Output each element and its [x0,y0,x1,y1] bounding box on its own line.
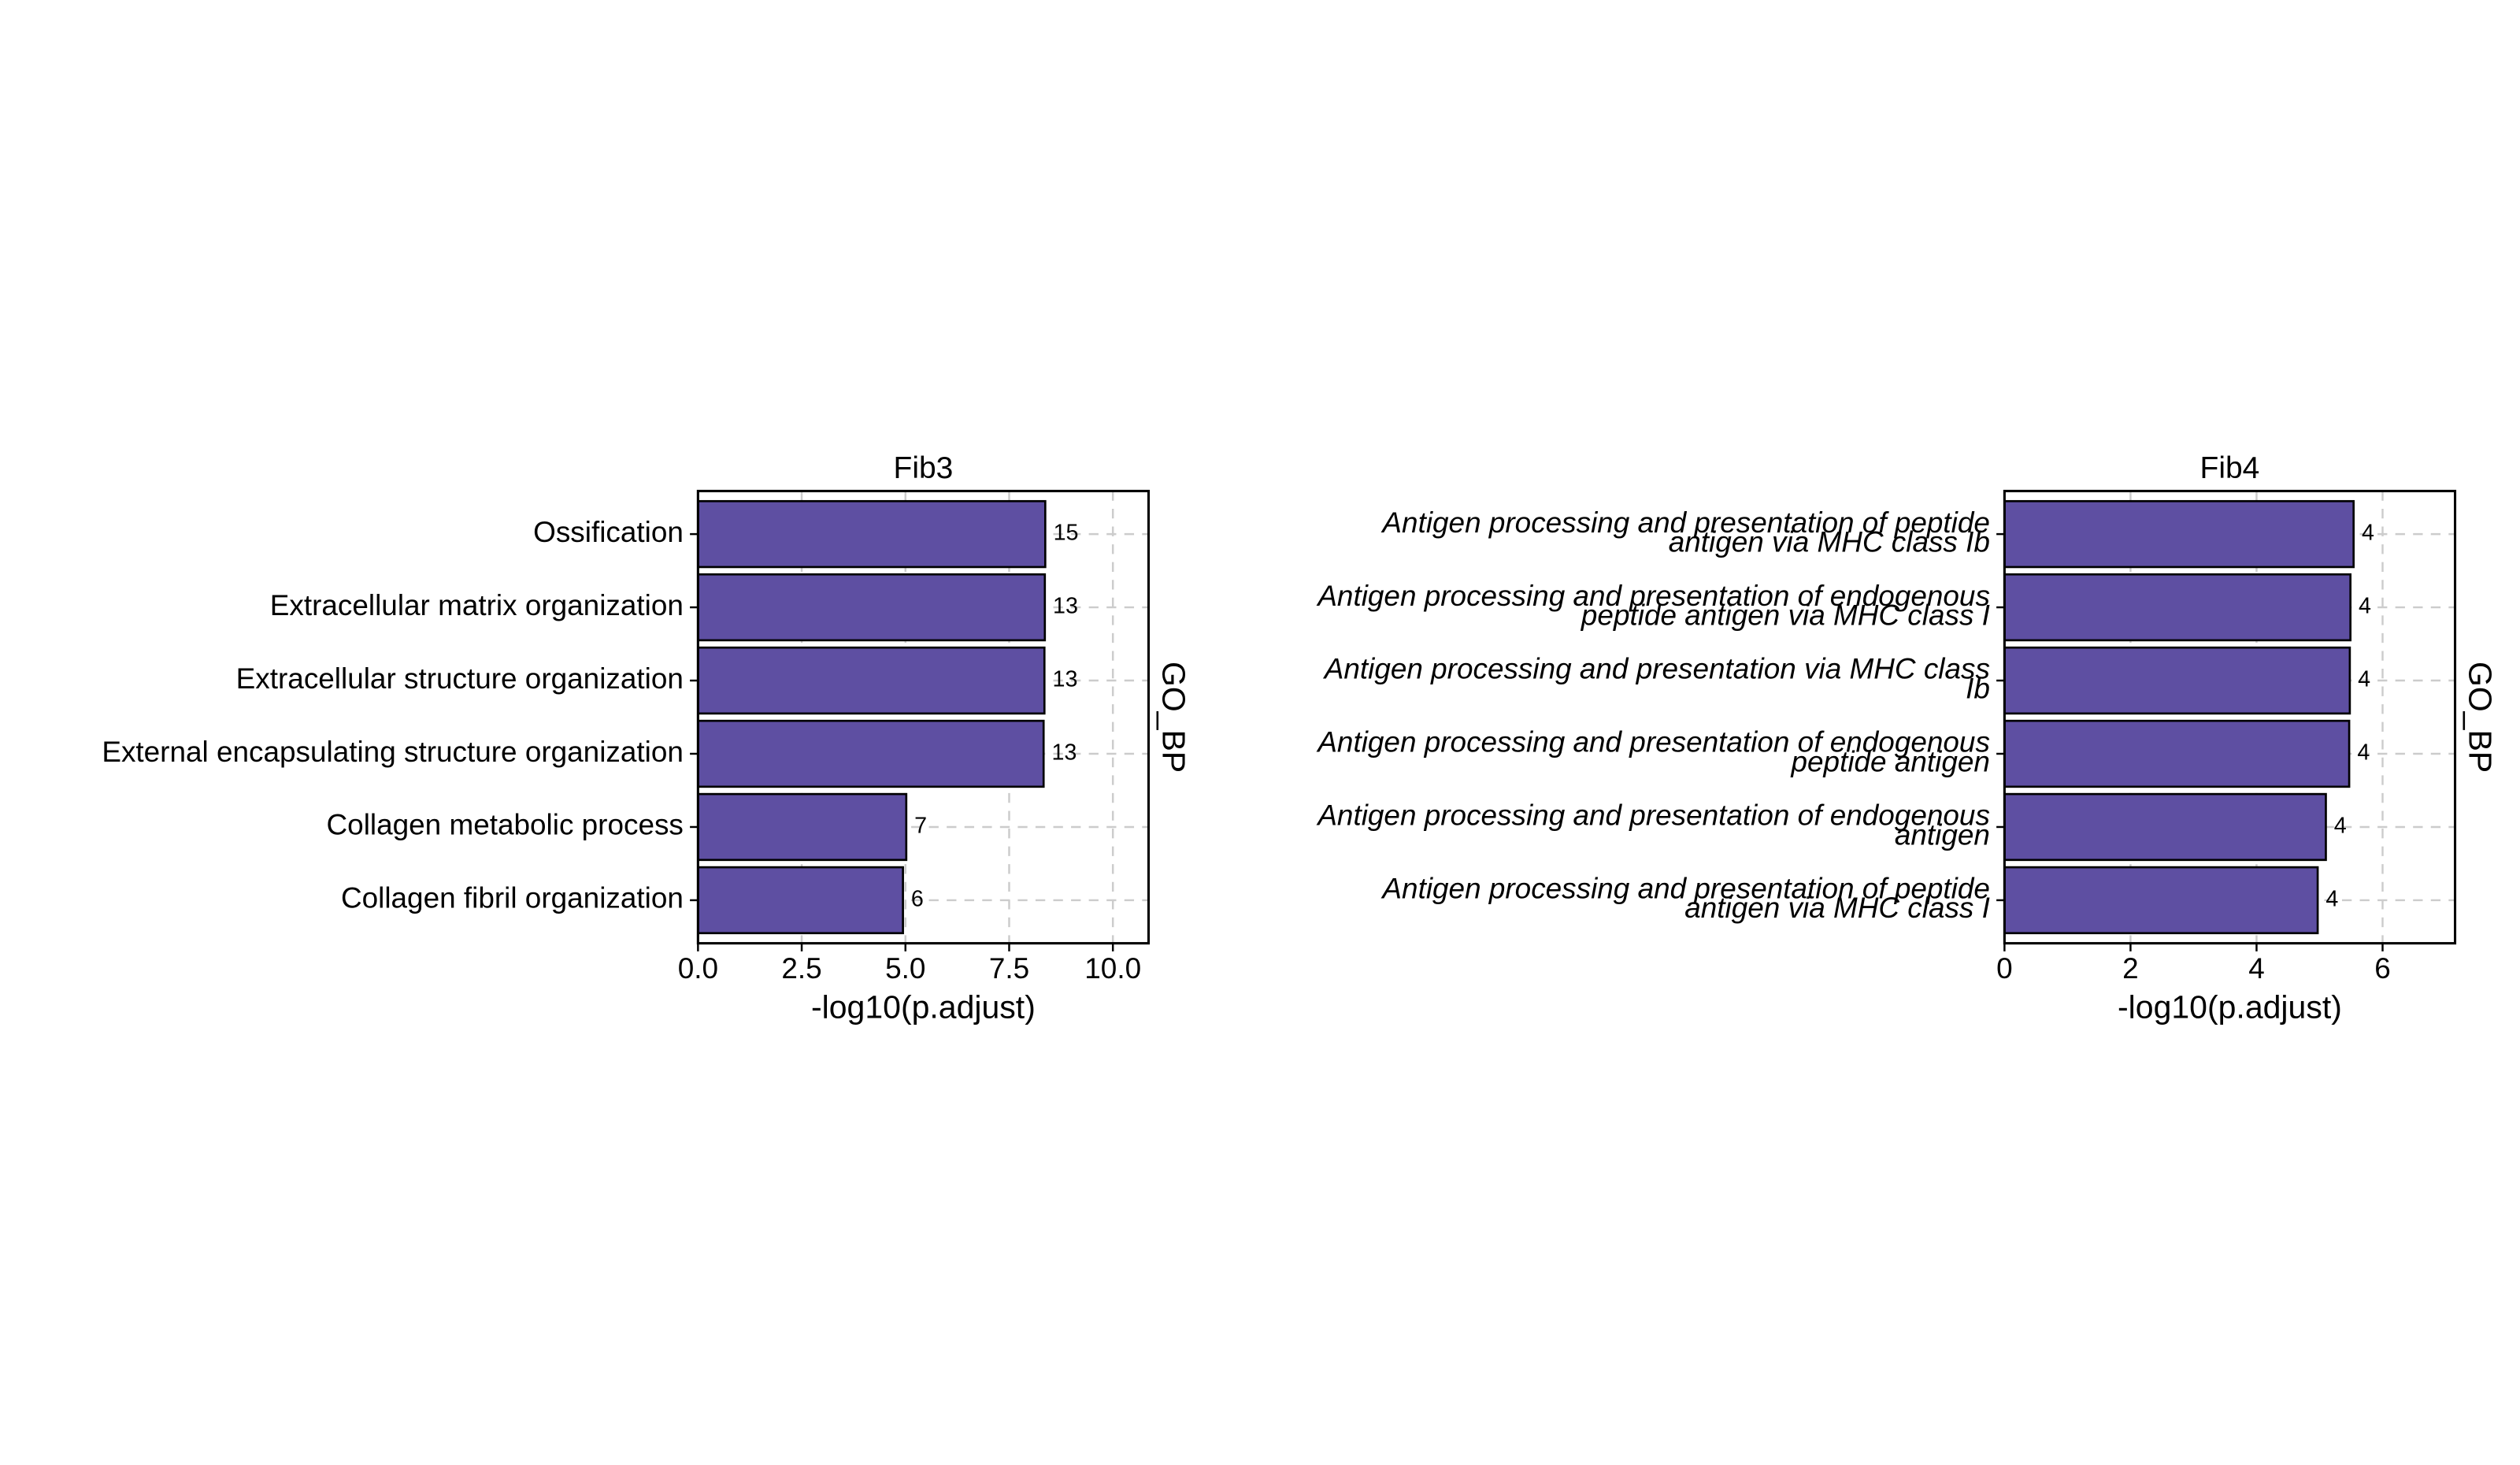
x-tick-label: 2.5 [781,952,821,985]
facet-label: GO_BP [1155,662,1191,773]
bar [2003,866,2319,935]
bar [2003,792,2327,862]
bar [2003,646,2351,715]
x-tick-label: 5.0 [885,952,925,985]
bar [697,866,904,935]
x-tick-label: 0 [1996,952,2013,985]
count-label: 13 [1053,667,1078,692]
x-tick-label: 7.5 [989,952,1029,985]
category-label: Antigen processing and presentation of e… [1316,725,1990,777]
bar [2003,499,2355,569]
category-label: Ossification [533,516,684,548]
count-label: 6 [911,887,924,912]
bar [697,719,1045,788]
category-label: Extracellular structure organization [236,662,684,695]
category-label: Antigen processing and presentation of e… [1316,580,1990,632]
facet-label: GO_BP [2462,662,2498,773]
category-label: External encapsulating structure organiz… [102,736,684,768]
bar [697,499,1047,569]
count-label: 4 [2334,814,2347,839]
bar [2003,719,2351,788]
count-label: 13 [1053,594,1078,619]
chart-title: Fib3 [894,451,954,485]
count-label: 13 [1051,740,1077,766]
x-tick-label: 6 [2374,952,2391,985]
x-tick-label: 2 [2122,952,2139,985]
category-label: Collagen metabolic process [327,809,684,841]
category-label: Extracellular matrix organization [270,589,684,621]
plot-frame [696,489,1151,945]
count-label: 15 [1054,521,1079,546]
count-label: 4 [2362,521,2374,546]
count-label: 4 [2325,887,2338,912]
bar [697,646,1046,715]
category-label: Antigen processing and presentation via … [1323,652,1990,704]
count-label: 4 [2359,594,2371,619]
plot-frame [2003,489,2457,945]
category-label: Antigen processing and presentation of p… [1380,506,1989,558]
chart-title: Fib4 [2200,451,2260,485]
category-label: Antigen processing and presentation of e… [1316,799,1990,851]
bar [697,573,1047,642]
bar [697,792,908,862]
count-label: 4 [2357,740,2370,766]
x-axis-label: -log10(p.adjust) [2118,989,2342,1026]
x-axis-label: -log10(p.adjust) [811,989,1036,1026]
category-label: Antigen processing and presentation of p… [1380,872,1989,924]
category-label: Collagen fibril organization [341,882,684,914]
count-label: 7 [914,814,927,839]
count-label: 4 [2358,667,2370,692]
x-tick-label: 0.0 [678,952,718,985]
bar [2003,573,2352,642]
x-tick-label: 4 [2248,952,2265,985]
x-tick-label: 10.0 [1084,952,1141,985]
